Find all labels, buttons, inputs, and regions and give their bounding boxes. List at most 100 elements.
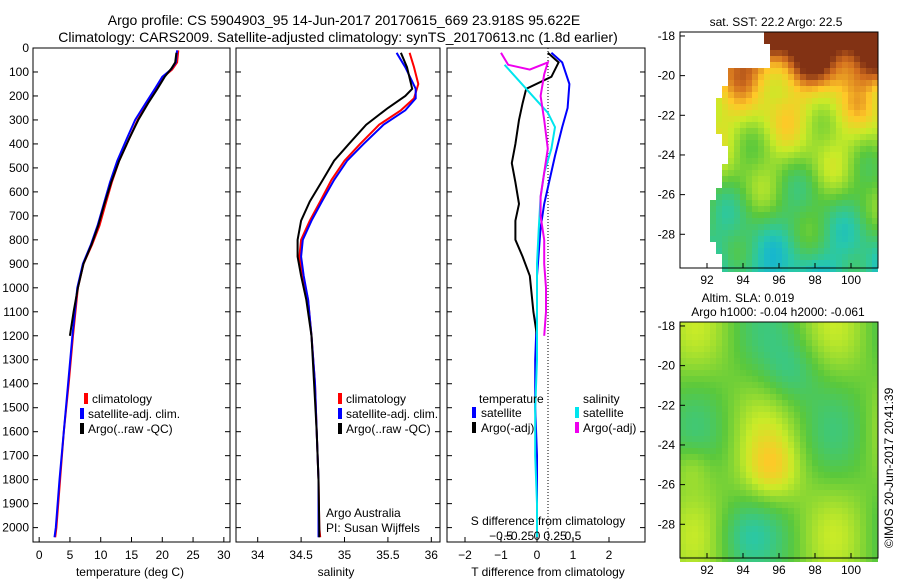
sst-cell [764, 164, 770, 170]
sla-cell [794, 364, 800, 370]
sst-cell [722, 98, 728, 104]
sla-cell [776, 460, 782, 466]
sla-cell [806, 544, 812, 550]
sla-cell [686, 514, 692, 520]
sla-cell [752, 406, 758, 412]
sla-cell [860, 502, 866, 508]
sst-cell [740, 248, 746, 254]
temperature-series-climatology [54, 50, 180, 538]
sla-cell [794, 520, 800, 526]
sst-cell [854, 182, 860, 188]
sla-cell [740, 442, 746, 448]
sst-cell [824, 80, 830, 86]
sla-cell [788, 508, 794, 514]
sla-cell [842, 538, 848, 544]
sst-cell [782, 200, 788, 206]
sst-cell [836, 92, 842, 98]
sst-cell [806, 134, 812, 140]
sla-cell [812, 322, 818, 328]
sst-cell [794, 200, 800, 206]
sst-cell [854, 200, 860, 206]
sla-cell [848, 430, 854, 436]
y-tick-label: 500 [9, 161, 29, 175]
sla-cell [776, 490, 782, 496]
sla-cell [722, 376, 728, 382]
sla-cell [788, 526, 794, 532]
sla-cell [836, 526, 842, 532]
y-tick-label: 1300 [2, 353, 29, 367]
sst-cell [752, 104, 758, 110]
sla-cell [806, 532, 812, 538]
sst-cell [794, 236, 800, 242]
sla-cell [704, 394, 710, 400]
sla-cell [764, 478, 770, 484]
sst-cell [836, 218, 842, 224]
sla-cell [740, 544, 746, 550]
sla-cell [860, 394, 866, 400]
sla-cell [686, 496, 692, 502]
sla-cell [698, 538, 704, 544]
sla-cell [848, 424, 854, 430]
sst-cell [782, 110, 788, 116]
legend-label-climatology: climatology [92, 392, 152, 406]
sst-cell [848, 98, 854, 104]
sst-cell [728, 218, 734, 224]
sla-cell [806, 442, 812, 448]
sst-cell [740, 98, 746, 104]
sla-cell [752, 484, 758, 490]
sla-cell [704, 538, 710, 544]
sla-cell [800, 532, 806, 538]
sla-cell [728, 442, 734, 448]
sst-cell [728, 92, 734, 98]
sla-cell [848, 418, 854, 424]
sla-cell [866, 544, 872, 550]
sst-cell [860, 116, 866, 122]
sla-cell [794, 376, 800, 382]
sst-cell [854, 242, 860, 248]
sla-cell [728, 556, 734, 562]
sla-cell [770, 382, 776, 388]
sla-cell [842, 544, 848, 550]
sla-cell [752, 472, 758, 478]
sla-cell [854, 406, 860, 412]
sst-cell [800, 206, 806, 212]
sst-cell [746, 260, 752, 266]
sla-cell [758, 364, 764, 370]
sst-cell [758, 110, 764, 116]
sla-cell [812, 340, 818, 346]
sla-cell [872, 328, 878, 334]
sla-cell [698, 394, 704, 400]
sst-cell [860, 56, 866, 62]
sst-cell [824, 104, 830, 110]
sst-cell [872, 224, 878, 230]
sla-cell [758, 436, 764, 442]
sst-cell [758, 266, 764, 272]
sla-cell [776, 520, 782, 526]
sla-cell [752, 394, 758, 400]
sla-cell [752, 424, 758, 430]
legend-label-s-argo: Argo(-adj) [583, 421, 636, 435]
sla-cell [746, 448, 752, 454]
sst-cell [770, 206, 776, 212]
sst-cell [776, 182, 782, 188]
sla-cell [824, 406, 830, 412]
s-tick-label: 0.5 [565, 529, 582, 543]
sla-cell [860, 556, 866, 562]
sst-cell [782, 212, 788, 218]
sla-cell [860, 454, 866, 460]
sla-cell [782, 496, 788, 502]
sst-cell [758, 206, 764, 212]
sst-cell [842, 170, 848, 176]
sla-cell [734, 514, 740, 520]
sst-cell [824, 200, 830, 206]
sst-cell [752, 194, 758, 200]
sla-cell [788, 382, 794, 388]
sst-cell [776, 62, 782, 68]
sst-cell [848, 128, 854, 134]
s-tick-label: 0 [534, 529, 541, 543]
sla-cell [734, 370, 740, 376]
sla-cell [836, 394, 842, 400]
sla-cell [812, 328, 818, 334]
sst-cell [872, 230, 878, 236]
sst-cell [794, 188, 800, 194]
